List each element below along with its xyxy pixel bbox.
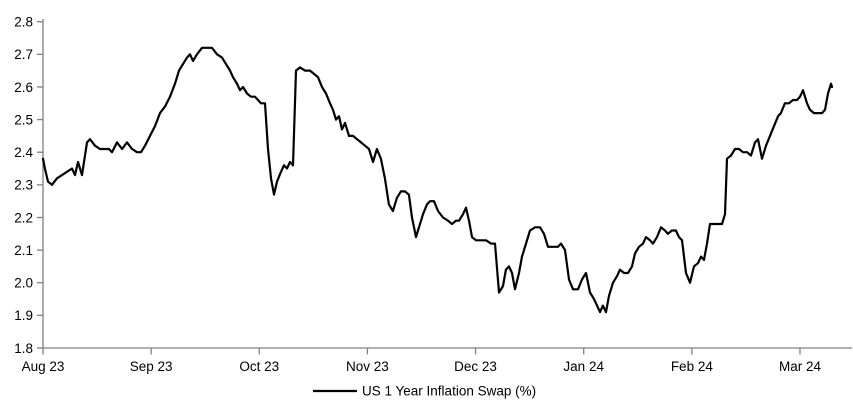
x-tick-label: Oct 23 (239, 359, 279, 374)
y-tick-label: 2.6 (14, 80, 33, 95)
x-tick-label: Feb 24 (671, 359, 714, 374)
y-tick-label: 2.4 (14, 145, 33, 160)
x-tick-label: Nov 23 (346, 359, 389, 374)
x-tick-label: Aug 23 (22, 359, 65, 374)
x-tick-label: Sep 23 (130, 359, 173, 374)
y-tick-label: 2.2 (14, 210, 33, 225)
series-group (41, 46, 834, 314)
x-tick-label: Jan 24 (563, 359, 604, 374)
y-tick-label: 2.5 (14, 112, 33, 127)
legend-label: US 1 Year Inflation Swap (%) (362, 384, 536, 399)
y-tick-label: 1.8 (14, 341, 33, 356)
x-axis: Aug 23 Sep 23 Oct 23 Nov 23 Dec 23 Jan 24 Feb … (22, 347, 852, 374)
y-tick-label: 2.7 (14, 47, 33, 62)
y-tick-label: 2.1 (14, 243, 33, 258)
y-tick-label: 2.8 (14, 15, 33, 30)
x-tick-label: Mar 24 (779, 359, 822, 374)
legend: US 1 Year Inflation Swap (%) (313, 384, 536, 399)
y-tick-label: 1.9 (14, 308, 33, 323)
y-tick-label: 2.3 (14, 178, 33, 193)
series-line (41, 46, 834, 314)
y-tick-label: 2.0 (14, 276, 33, 291)
x-tick-label: Dec 23 (454, 359, 497, 374)
y-axis: 2.8 2.7 2.6 2.5 2.4 2.3 2.2 2.1 2.0 1.9 1.8 (14, 15, 44, 356)
